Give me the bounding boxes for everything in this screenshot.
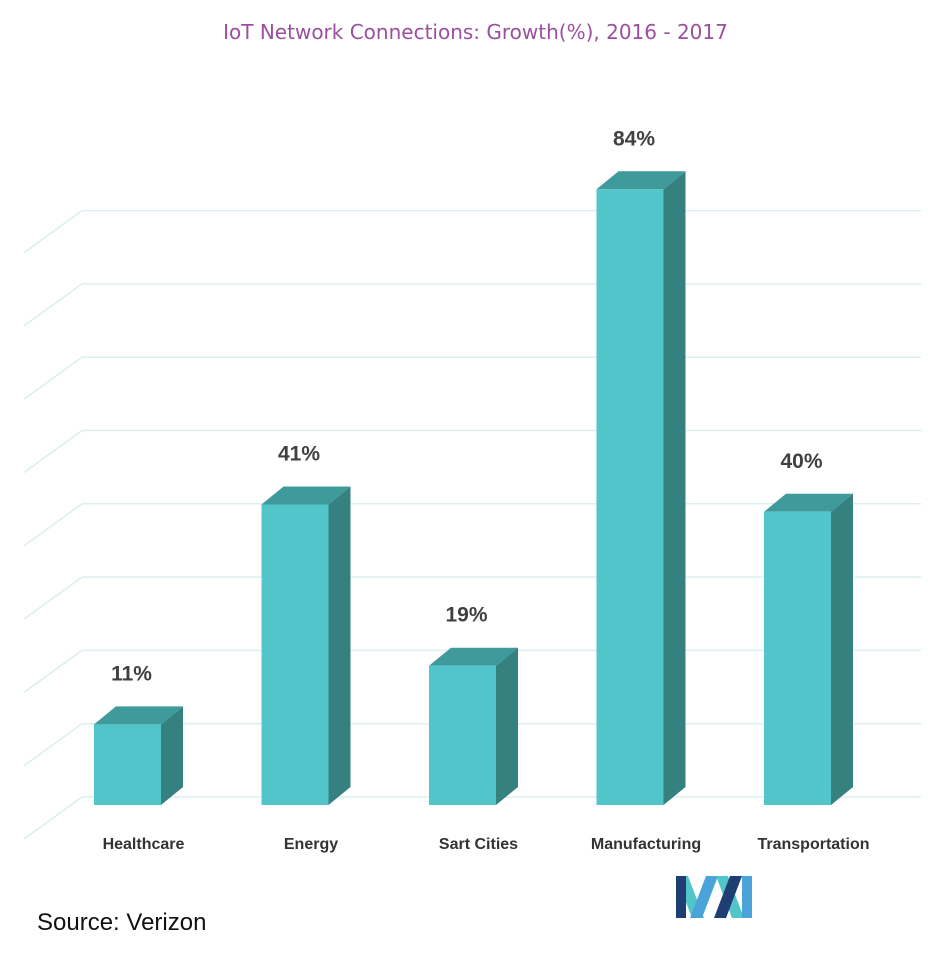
bar-0 [94, 706, 183, 805]
category-label: Sart Cities [439, 836, 518, 853]
bar-value-label: 19% [445, 604, 487, 627]
gridline-diagonal [23, 649, 83, 694]
gridline-diagonal [23, 429, 83, 474]
source-note: Source: Verizon [37, 909, 207, 936]
bar-value-label: 84% [613, 127, 655, 150]
bar-top [429, 647, 518, 666]
company-logo-icon [676, 876, 752, 918]
bar-side [328, 486, 351, 805]
bar-4 [764, 493, 853, 805]
bar-top [94, 706, 183, 725]
bar-side [663, 171, 686, 805]
category-label: Transportation [757, 836, 869, 853]
category-label: Manufacturing [591, 836, 701, 853]
bar-side [496, 647, 518, 805]
bar-3 [596, 171, 686, 805]
bar-front [261, 504, 329, 805]
bar-value-label: 11% [111, 662, 152, 685]
bar-front [429, 665, 496, 805]
gridline-diagonal [23, 723, 83, 767]
bar-front [596, 189, 664, 805]
label-layer: 11% Healthcare 41% Energy 19% Sart Cities 84% M… [103, 127, 870, 853]
gridline-diagonal [23, 576, 83, 620]
category-label: Energy [284, 836, 338, 853]
bar-front [764, 511, 831, 805]
bar-front [94, 724, 161, 805]
bar-value-label: 41% [278, 442, 320, 465]
gridline-diagonal [23, 356, 83, 400]
bar-side [831, 493, 853, 805]
bar-2 [429, 647, 518, 805]
bar-1 [261, 486, 351, 805]
gridline-diagonal [23, 209, 83, 254]
bar-top [596, 171, 686, 190]
chart-title: IoT Network Connections: Growth(%), 2016… [223, 20, 728, 44]
bar-layer [94, 171, 853, 805]
bar-top [764, 493, 853, 512]
gridline-diagonal [23, 283, 83, 327]
bar-value-label: 40% [780, 450, 822, 473]
category-label: Healthcare [103, 836, 185, 853]
gridline-diagonal [23, 503, 83, 547]
gridline-diagonal [23, 796, 83, 840]
bar-top [261, 486, 351, 505]
bar-side [161, 706, 183, 805]
